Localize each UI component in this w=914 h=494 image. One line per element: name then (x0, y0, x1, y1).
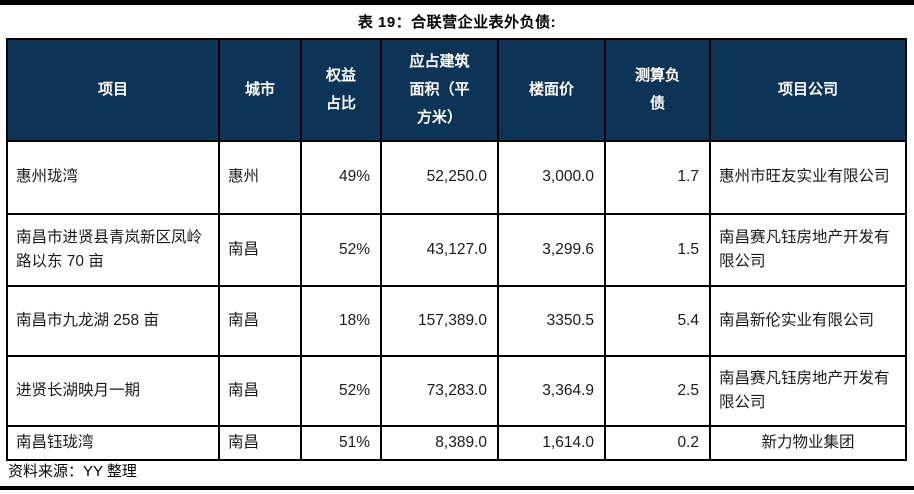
cell-equity-ratio: 52% (300, 355, 382, 427)
cell-floor-price: 3,000.0 (497, 140, 606, 215)
cell-estimated-liability: 5.4 (604, 285, 711, 357)
cell-city: 南昌 (218, 424, 302, 462)
table-row: 南昌市进贤县青岚新区凤岭路以东 70 亩 南昌 52% 43,127.0 3,2… (6, 213, 907, 287)
cell-attributable-area: 8,389.0 (380, 424, 499, 462)
cell-project: 惠州珑湾 (6, 140, 220, 215)
cell-equity-ratio: 51% (300, 424, 382, 462)
liabilities-table: 项目 城市 权益 占比 应占建筑 面积（平 方米） 楼面价 测算负 债 项目公司… (6, 38, 907, 462)
cell-project: 南昌市九龙湖 258 亩 (6, 285, 220, 357)
cell-city: 南昌 (218, 213, 302, 287)
cell-project: 进贤长湖映月一期 (6, 355, 220, 427)
table-row: 惠州珑湾 惠州 49% 52,250.0 3,000.0 1.7 惠州市旺友实业… (6, 140, 907, 215)
cell-estimated-liability: 1.5 (604, 213, 711, 287)
cell-project-company: 南昌赛凡钰房地产开发有限公司 (709, 213, 907, 287)
cell-floor-price: 3,299.6 (497, 213, 606, 287)
table-header: 项目 城市 权益 占比 应占建筑 面积（平 方米） 楼面价 测算负 债 项目公司 (6, 38, 907, 142)
cell-equity-ratio: 18% (300, 285, 382, 357)
header-city: 城市 (218, 38, 302, 142)
cell-project-company: 南昌新伦实业有限公司 (709, 285, 907, 357)
cell-project-company: 南昌赛凡钰房地产开发有限公司 (709, 355, 907, 427)
cell-project-company: 新力物业集团 (709, 424, 907, 462)
cell-attributable-area: 157,389.0 (380, 285, 499, 357)
header-equity-ratio: 权益 占比 (300, 38, 382, 142)
bottom-horizontal-rule (0, 486, 914, 490)
header-row: 项目 城市 权益 占比 应占建筑 面积（平 方米） 楼面价 测算负 债 项目公司 (6, 38, 907, 142)
cell-floor-price: 1,614.0 (497, 424, 606, 462)
header-attributable-area: 应占建筑 面积（平 方米） (380, 38, 499, 142)
cell-floor-price: 3,364.9 (497, 355, 606, 427)
source-note: 资料来源：YY 整理 (8, 463, 137, 480)
table-row: 进贤长湖映月一期 南昌 52% 73,283.0 3,364.9 2.5 南昌赛… (6, 355, 907, 427)
cell-estimated-liability: 0.2 (604, 424, 711, 462)
cell-equity-ratio: 52% (300, 213, 382, 287)
cell-equity-ratio: 49% (300, 140, 382, 215)
table-body: 惠州珑湾 惠州 49% 52,250.0 3,000.0 1.7 惠州市旺友实业… (6, 140, 907, 462)
cell-city: 惠州 (218, 140, 302, 215)
cell-attributable-area: 43,127.0 (380, 213, 499, 287)
header-project: 项目 (6, 38, 220, 142)
cell-city: 南昌 (218, 285, 302, 357)
table-row: 南昌钰珑湾 南昌 51% 8,389.0 1,614.0 0.2 新力物业集团 (6, 424, 907, 462)
cell-city: 南昌 (218, 355, 302, 427)
header-estimated-liability: 测算负 债 (604, 38, 711, 142)
cell-attributable-area: 52,250.0 (380, 140, 499, 215)
cell-project: 南昌钰珑湾 (6, 424, 220, 462)
header-project-company: 项目公司 (709, 38, 907, 142)
header-floor-price: 楼面价 (497, 38, 606, 142)
top-horizontal-rule (0, 0, 914, 5)
cell-project: 南昌市进贤县青岚新区凤岭路以东 70 亩 (6, 213, 220, 287)
table-row: 南昌市九龙湖 258 亩 南昌 18% 157,389.0 3350.5 5.4… (6, 285, 907, 357)
table-title: 表 19：合联营企业表外负债: (357, 14, 557, 31)
cell-project-company: 惠州市旺友实业有限公司 (709, 140, 907, 215)
cell-estimated-liability: 1.7 (604, 140, 711, 215)
cell-attributable-area: 73,283.0 (380, 355, 499, 427)
cell-estimated-liability: 2.5 (604, 355, 711, 427)
cell-floor-price: 3350.5 (497, 285, 606, 357)
